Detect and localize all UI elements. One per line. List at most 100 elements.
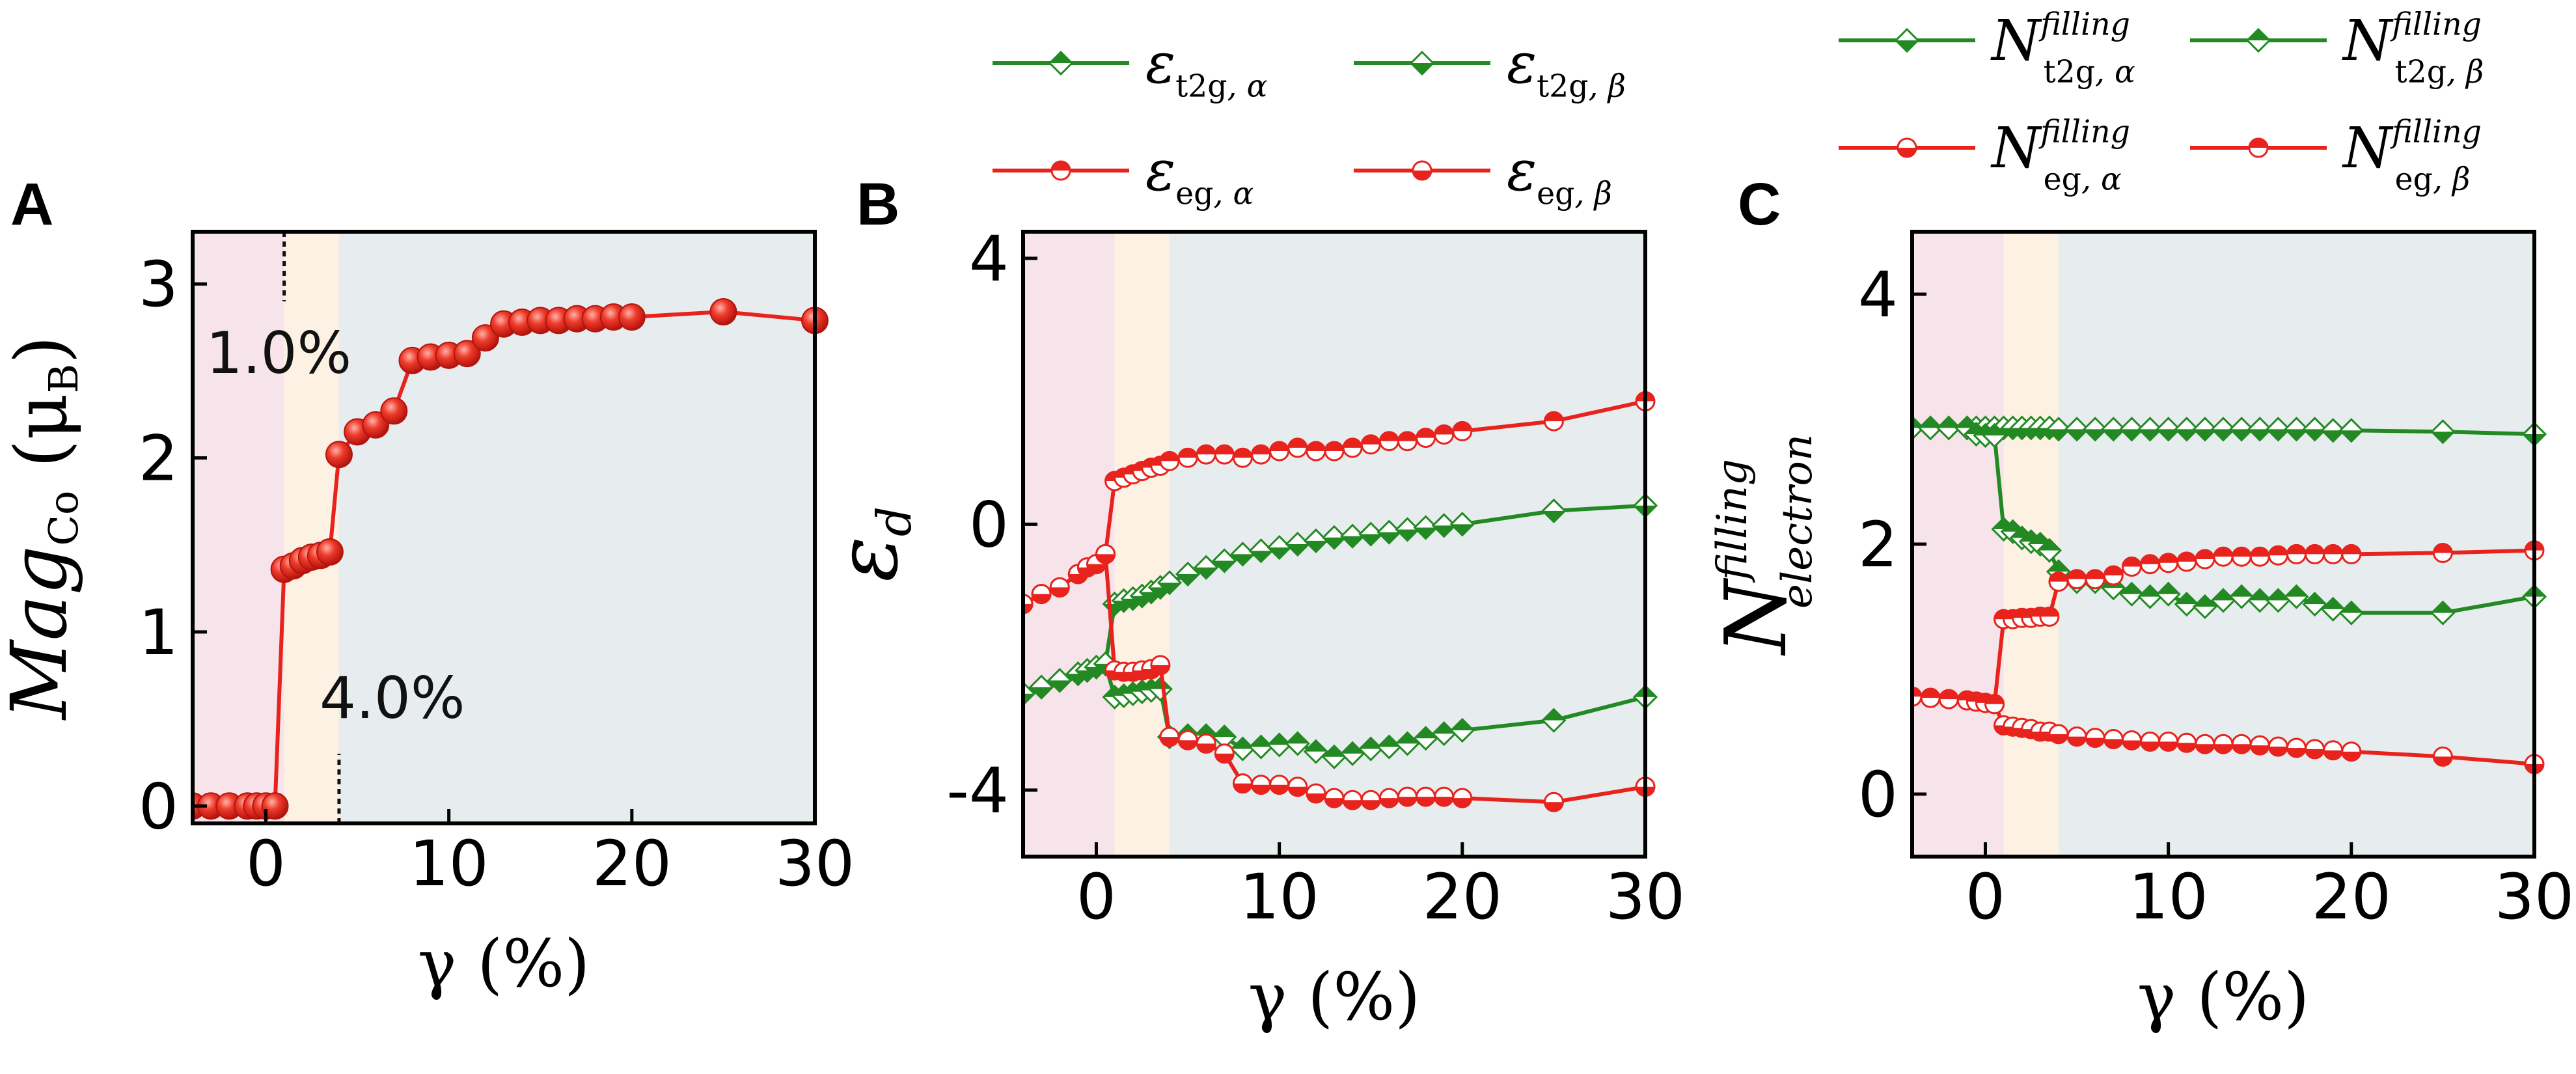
x-axis-title: γ (%) bbox=[1248, 959, 1421, 1035]
data-point bbox=[1397, 431, 1418, 452]
annotation-label: 4.0% bbox=[320, 665, 465, 732]
data-point bbox=[325, 441, 353, 469]
data-point bbox=[1917, 415, 1943, 441]
data-point bbox=[1378, 431, 1399, 452]
data-point bbox=[1342, 790, 1363, 810]
data-point bbox=[2249, 735, 2270, 756]
x-tick-label: 0 bbox=[246, 827, 286, 900]
data-point bbox=[2268, 545, 2288, 566]
data-point bbox=[1378, 788, 1399, 808]
series-n-filling-t2g bbox=[1912, 415, 2547, 447]
x-axis-title: γ (%) bbox=[2137, 959, 2310, 1035]
data-point bbox=[1159, 726, 1180, 747]
data-point bbox=[1212, 548, 1237, 573]
data-point bbox=[1028, 674, 1054, 700]
data-point bbox=[2228, 584, 2254, 609]
data-point bbox=[453, 340, 481, 368]
region-1 bbox=[284, 232, 339, 823]
data-point bbox=[1431, 513, 1457, 538]
data-point bbox=[1031, 584, 1052, 605]
legend-label: Nfilling eg, β bbox=[2342, 114, 2482, 197]
data-point bbox=[2338, 600, 2364, 626]
data-point bbox=[1912, 415, 1925, 441]
data-point bbox=[1413, 515, 1438, 540]
data-point bbox=[2305, 739, 2325, 760]
y-tick-label: -4 bbox=[946, 754, 1009, 827]
data-point bbox=[1360, 790, 1381, 810]
data-point bbox=[1232, 447, 1253, 468]
data-point bbox=[2268, 736, 2288, 757]
data-point bbox=[1984, 694, 2005, 715]
legend-label: Nfilling t2g, α bbox=[1990, 7, 2135, 90]
region-1 bbox=[1114, 232, 1170, 857]
data-point bbox=[2174, 592, 2199, 617]
data-point bbox=[2158, 731, 2179, 752]
data-point bbox=[2195, 549, 2215, 570]
data-point bbox=[1285, 731, 1310, 756]
data-point bbox=[1920, 687, 1941, 708]
data-point bbox=[2195, 734, 2215, 754]
data-point bbox=[1321, 525, 1347, 550]
legend-marker bbox=[2248, 137, 2269, 158]
data-point bbox=[1449, 512, 1475, 537]
x-tick-label: 0 bbox=[1076, 861, 1116, 933]
plot-frame bbox=[1021, 230, 1647, 859]
data-point bbox=[1251, 775, 1272, 795]
data-point bbox=[2103, 729, 2124, 750]
series-eg bbox=[1023, 544, 1656, 812]
data-point bbox=[471, 324, 499, 352]
legend-label: εeg, α bbox=[1145, 139, 1254, 212]
data-point bbox=[1936, 415, 1962, 441]
region-0 bbox=[1023, 232, 1115, 857]
data-point bbox=[1543, 792, 1564, 812]
x-axis-title: γ (%) bbox=[418, 926, 590, 1002]
data-point bbox=[1196, 733, 1216, 754]
data-point bbox=[1452, 788, 1473, 808]
data-point bbox=[1177, 730, 1198, 750]
data-point bbox=[2158, 553, 2179, 573]
data-point bbox=[1395, 517, 1420, 542]
series-mag-co bbox=[193, 297, 829, 820]
data-point bbox=[2231, 734, 2252, 754]
data-point bbox=[2121, 730, 2142, 750]
data-point bbox=[2323, 544, 2344, 564]
data-point bbox=[1434, 786, 1455, 807]
data-point bbox=[2247, 417, 2273, 442]
data-point bbox=[2119, 581, 2144, 607]
data-point bbox=[1541, 498, 1567, 524]
data-point bbox=[2432, 542, 2453, 563]
data-point bbox=[1397, 786, 1418, 807]
y-axis-title: εd bbox=[817, 506, 922, 582]
data-point bbox=[1175, 561, 1201, 587]
data-point bbox=[1395, 731, 1420, 756]
data-point bbox=[2247, 588, 2273, 613]
y-tick-label: 4 bbox=[1858, 258, 1898, 331]
annotation-label: 1.0% bbox=[206, 320, 352, 387]
data-point bbox=[1306, 783, 1326, 804]
y-axis-title: Nfilling electron bbox=[1706, 434, 1822, 656]
data-point bbox=[2083, 417, 2108, 442]
x-tick-label: 20 bbox=[2312, 861, 2391, 933]
data-point bbox=[1269, 775, 1290, 795]
y-tick-label: 0 bbox=[969, 488, 1009, 561]
panel-letter: B bbox=[856, 171, 899, 238]
data-point bbox=[1248, 734, 1274, 760]
data-point bbox=[1449, 717, 1475, 743]
legend-label: Nfilling eg, α bbox=[1990, 114, 2130, 197]
x-tick-label: 30 bbox=[1606, 861, 1685, 933]
data-point bbox=[2140, 731, 2161, 752]
data-point bbox=[1157, 570, 1183, 596]
data-point bbox=[1095, 544, 1116, 564]
data-point bbox=[1214, 743, 1235, 764]
legend-marker bbox=[1894, 27, 1920, 53]
data-point bbox=[2286, 544, 2307, 564]
data-point bbox=[1982, 422, 2007, 448]
plot-frame bbox=[191, 230, 817, 825]
panel-b: 0 10 20 30 -4 0 4 γ (%) εd B bbox=[817, 171, 1685, 1035]
data-point bbox=[2305, 544, 2325, 564]
data-point bbox=[2046, 417, 2072, 442]
legend-c-item-3: Nfilling eg, β bbox=[2190, 114, 2482, 197]
x-tick-label: 20 bbox=[592, 827, 672, 900]
legend-marker bbox=[1409, 50, 1435, 76]
data-point bbox=[1230, 736, 1255, 762]
